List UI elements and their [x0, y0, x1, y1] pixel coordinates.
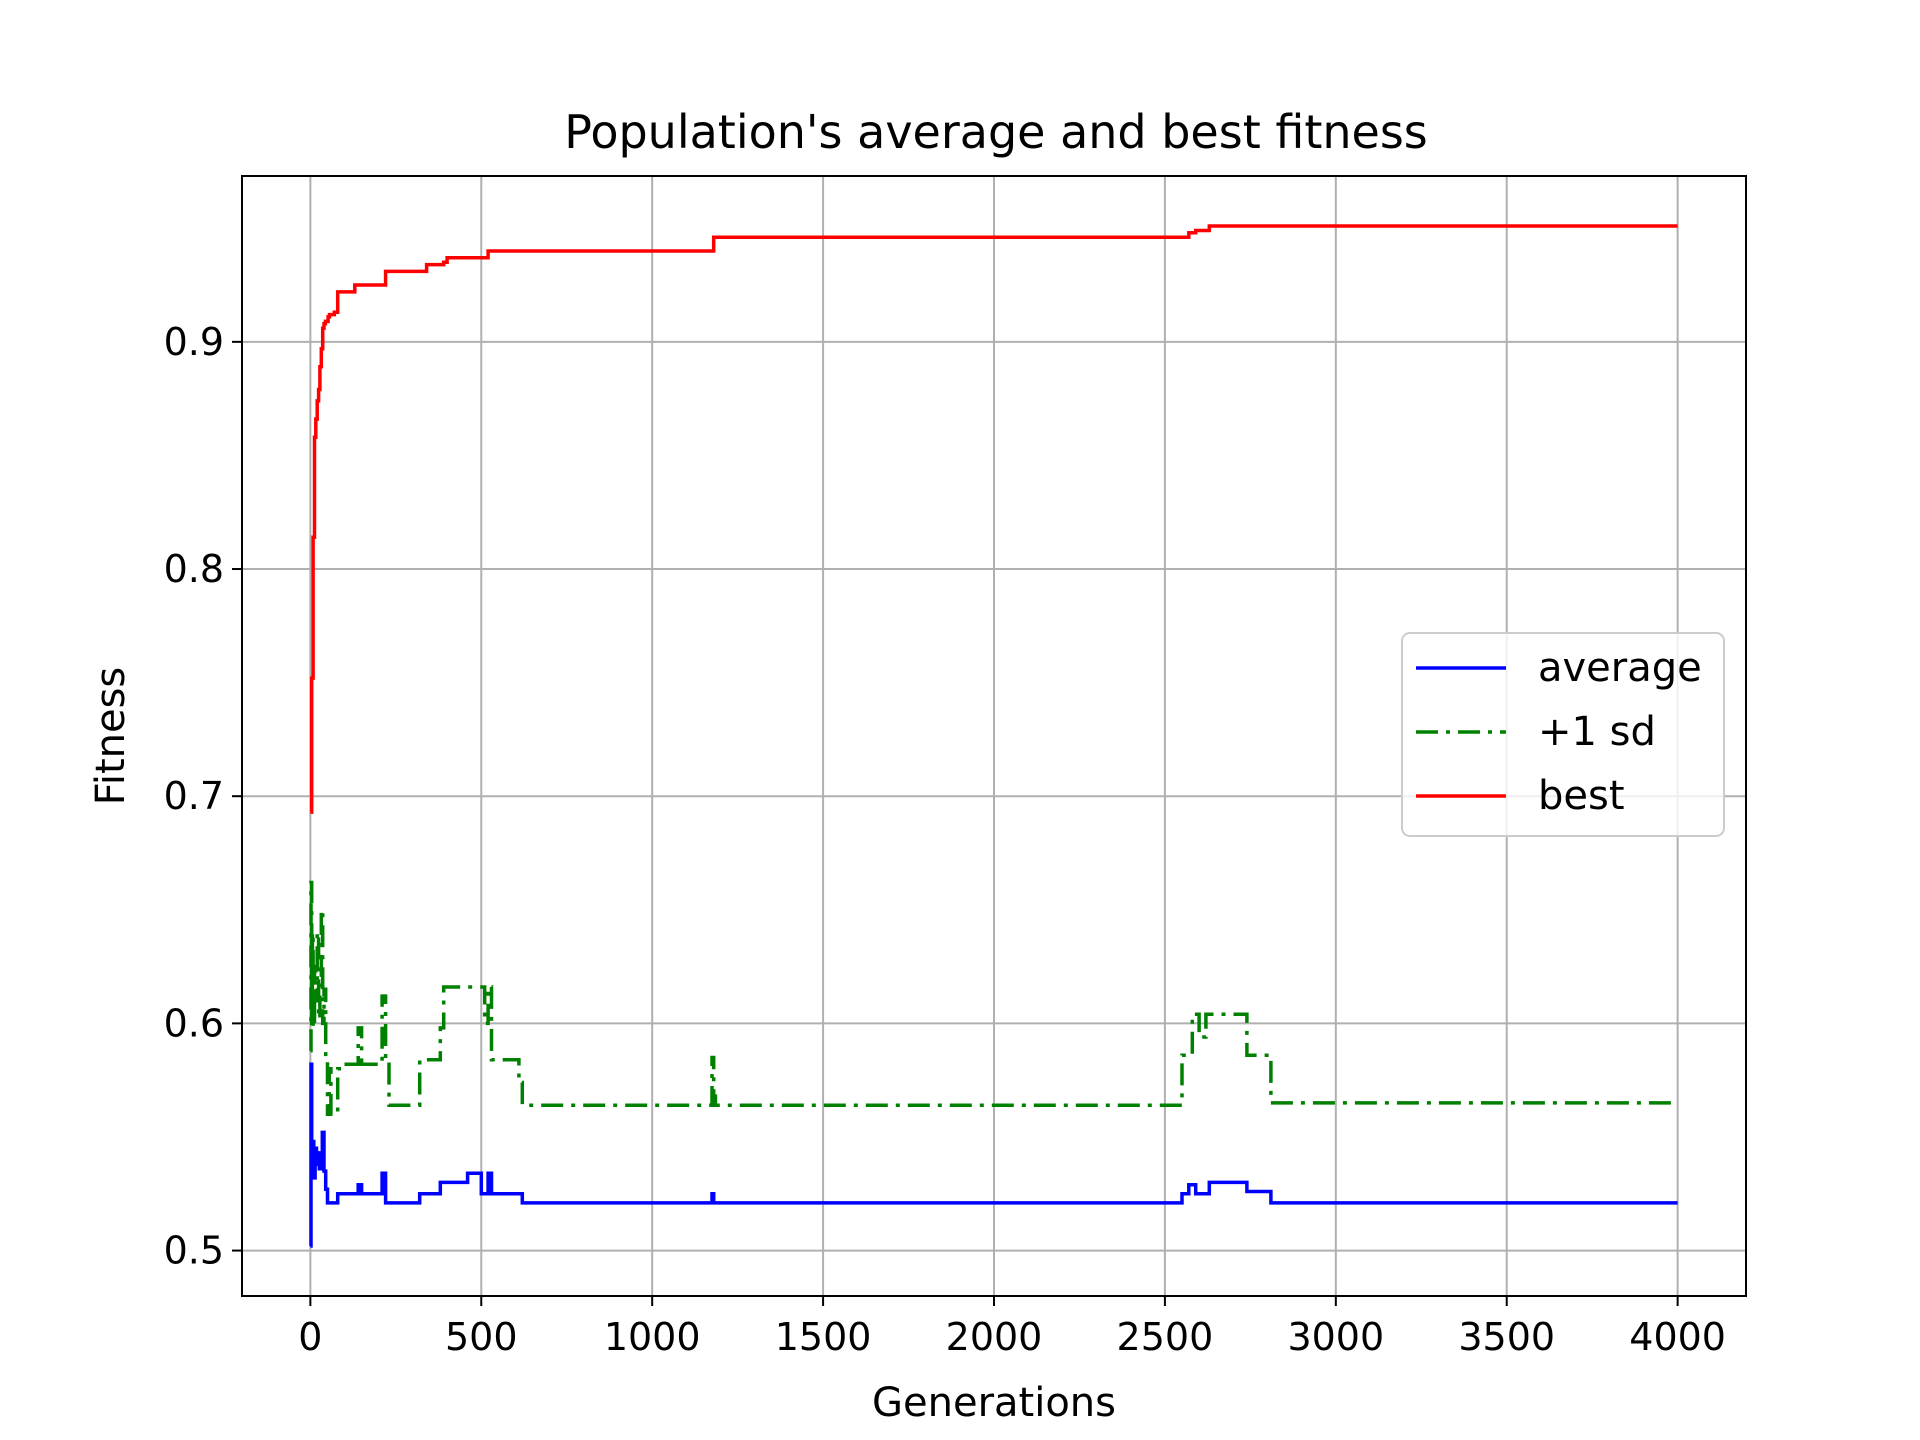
y-tick-label: 0.9 [164, 320, 224, 364]
average-line [309, 1062, 1678, 1248]
legend-label-average: average [1538, 645, 1702, 691]
x-tick-label: 500 [445, 1315, 518, 1359]
best-line [309, 224, 1678, 814]
x-tick-label: 0 [298, 1315, 322, 1359]
legend: average +1 sd best [1401, 632, 1725, 837]
x-axis-title: Generations [872, 1380, 1116, 1426]
x-tick-label: 1500 [775, 1315, 872, 1359]
series-lines [309, 224, 1678, 1248]
y-tick-label: 0.6 [164, 1001, 224, 1045]
legend-label-plus-one-sd: +1 sd [1538, 709, 1656, 755]
legend-box [1401, 632, 1725, 837]
chart-title: Population's average and best fitness [564, 105, 1428, 159]
y-axis-title: Fitness [88, 667, 134, 806]
axis-ticks: 0 500 1000 1500 2000 2500 3000 3500 4000 0.5 0.6 0.… [164, 320, 1726, 1359]
x-tick-label: 2000 [946, 1315, 1043, 1359]
x-tick-label: 2500 [1117, 1315, 1214, 1359]
plot-frame [241, 175, 1747, 1297]
x-tick-label: 3000 [1287, 1315, 1384, 1359]
y-tick-label: 0.5 [164, 1229, 224, 1273]
y-tick-label: 0.7 [164, 774, 224, 818]
x-tick-label: 3500 [1458, 1315, 1555, 1359]
legend-label-best: best [1538, 773, 1625, 819]
x-tick-label: 4000 [1629, 1315, 1726, 1359]
x-tick-label: 1000 [604, 1315, 701, 1359]
y-tick-label: 0.8 [164, 547, 224, 591]
plus-one-sd-line [309, 880, 1678, 1117]
